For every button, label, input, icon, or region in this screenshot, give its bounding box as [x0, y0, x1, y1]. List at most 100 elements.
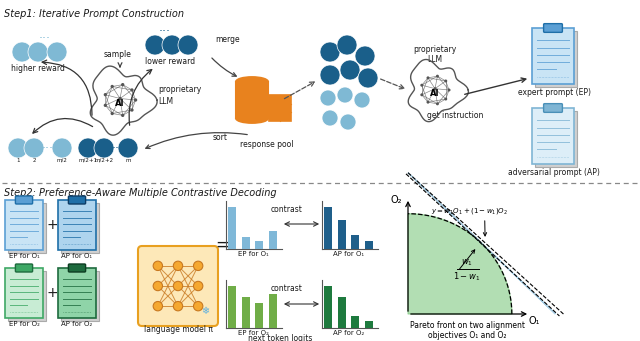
Polygon shape	[408, 214, 512, 314]
Circle shape	[24, 138, 44, 158]
Bar	[324, 286, 332, 328]
Circle shape	[354, 92, 370, 108]
Circle shape	[178, 35, 198, 55]
Text: next token logits: next token logits	[248, 334, 312, 341]
Text: EP for O₁: EP for O₁	[237, 251, 268, 257]
Circle shape	[420, 93, 423, 96]
Text: m: m	[125, 158, 131, 163]
Text: sort: sort	[212, 133, 227, 142]
Text: 1: 1	[16, 158, 20, 163]
Circle shape	[12, 42, 32, 62]
Text: $1-w_1$: $1-w_1$	[453, 271, 481, 283]
Text: ...: ...	[42, 138, 54, 151]
Text: EP for O₁: EP for O₁	[8, 253, 40, 259]
Circle shape	[320, 42, 340, 62]
Text: $y = w_1O_1 + (1-w_1)O_2$: $y = w_1O_1 + (1-w_1)O_2$	[431, 206, 508, 216]
Polygon shape	[90, 66, 157, 135]
Text: objectives O₁ and O₂: objectives O₁ and O₂	[428, 331, 506, 340]
Circle shape	[436, 75, 439, 78]
Polygon shape	[408, 59, 468, 122]
Text: expert prompt (EP): expert prompt (EP)	[518, 88, 591, 97]
Circle shape	[337, 35, 357, 55]
Text: EP for O₂: EP for O₂	[237, 330, 268, 336]
Circle shape	[121, 83, 124, 86]
Text: proprietary: proprietary	[158, 85, 201, 94]
Circle shape	[118, 138, 138, 158]
Bar	[5, 268, 43, 318]
Bar	[8, 203, 46, 253]
Circle shape	[173, 281, 182, 291]
Circle shape	[433, 87, 436, 90]
Bar	[241, 237, 250, 249]
Text: O₂: O₂	[390, 195, 402, 205]
Text: ❄: ❄	[202, 306, 209, 316]
Circle shape	[131, 108, 134, 112]
FancyBboxPatch shape	[138, 246, 218, 326]
Circle shape	[444, 98, 447, 101]
Bar	[532, 108, 574, 164]
Circle shape	[104, 104, 107, 107]
Circle shape	[131, 88, 134, 92]
Bar	[5, 200, 43, 250]
Text: m/2+2: m/2+2	[95, 158, 113, 163]
Text: $w_1$: $w_1$	[461, 258, 473, 268]
Text: contrast: contrast	[271, 205, 303, 214]
Circle shape	[444, 79, 447, 83]
Bar	[241, 297, 250, 328]
Text: 2: 2	[32, 158, 36, 163]
Text: sample: sample	[104, 50, 132, 59]
Circle shape	[358, 68, 378, 88]
Bar	[228, 207, 236, 249]
Circle shape	[320, 65, 340, 85]
Polygon shape	[408, 173, 556, 314]
Circle shape	[118, 97, 122, 100]
Text: ...: ...	[39, 28, 51, 41]
Circle shape	[104, 93, 107, 96]
Circle shape	[320, 90, 336, 106]
Text: ...: ...	[112, 138, 124, 151]
Circle shape	[337, 87, 353, 103]
Circle shape	[121, 114, 124, 117]
Ellipse shape	[236, 77, 268, 87]
Circle shape	[162, 35, 182, 55]
Circle shape	[193, 301, 203, 311]
Bar	[61, 271, 99, 321]
Circle shape	[447, 89, 451, 91]
Circle shape	[145, 35, 165, 55]
Text: O₁: O₁	[528, 316, 540, 326]
Circle shape	[111, 85, 114, 88]
Text: AI: AI	[430, 89, 440, 98]
Circle shape	[420, 84, 423, 87]
Circle shape	[436, 102, 439, 105]
Circle shape	[94, 138, 114, 158]
Text: get instruction: get instruction	[427, 111, 483, 120]
Circle shape	[153, 281, 163, 291]
Text: LLM: LLM	[428, 55, 443, 64]
Circle shape	[193, 261, 203, 270]
Text: higher reward: higher reward	[11, 64, 65, 73]
Text: adversarial prompt (AP): adversarial prompt (AP)	[508, 168, 600, 177]
Circle shape	[426, 101, 429, 104]
FancyBboxPatch shape	[543, 104, 563, 113]
Text: language model π: language model π	[143, 325, 212, 334]
Circle shape	[47, 42, 67, 62]
FancyBboxPatch shape	[15, 196, 33, 204]
Text: AI: AI	[115, 99, 125, 108]
Bar	[228, 286, 236, 328]
Ellipse shape	[236, 114, 268, 123]
Circle shape	[193, 281, 203, 291]
Text: LLM: LLM	[158, 97, 173, 106]
Bar	[8, 271, 46, 321]
Circle shape	[340, 114, 356, 130]
Circle shape	[111, 112, 114, 115]
Circle shape	[153, 301, 163, 311]
Text: Pareto front on two alignment: Pareto front on two alignment	[410, 321, 525, 330]
Text: ...: ...	[159, 21, 171, 34]
Text: response pool: response pool	[240, 140, 294, 149]
Circle shape	[134, 98, 137, 102]
Bar	[351, 316, 360, 328]
Circle shape	[322, 110, 338, 126]
Text: =: =	[215, 236, 229, 254]
Circle shape	[28, 42, 48, 62]
Bar	[58, 200, 96, 250]
